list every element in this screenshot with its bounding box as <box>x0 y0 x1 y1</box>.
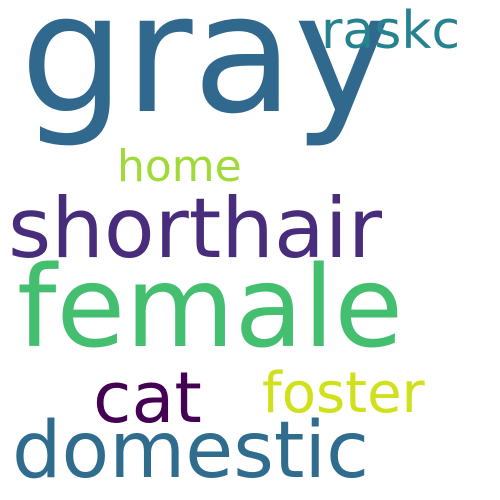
word-cat: cat <box>93 357 202 439</box>
word-gray: gray <box>20 0 392 150</box>
word-female: female <box>17 243 404 373</box>
word-shorthair: shorthair <box>8 180 382 277</box>
word-home: home <box>117 141 242 192</box>
word-raskc: raskc <box>321 1 461 61</box>
word-domestic: domestic <box>12 406 369 496</box>
word-foster: foster <box>262 361 425 426</box>
